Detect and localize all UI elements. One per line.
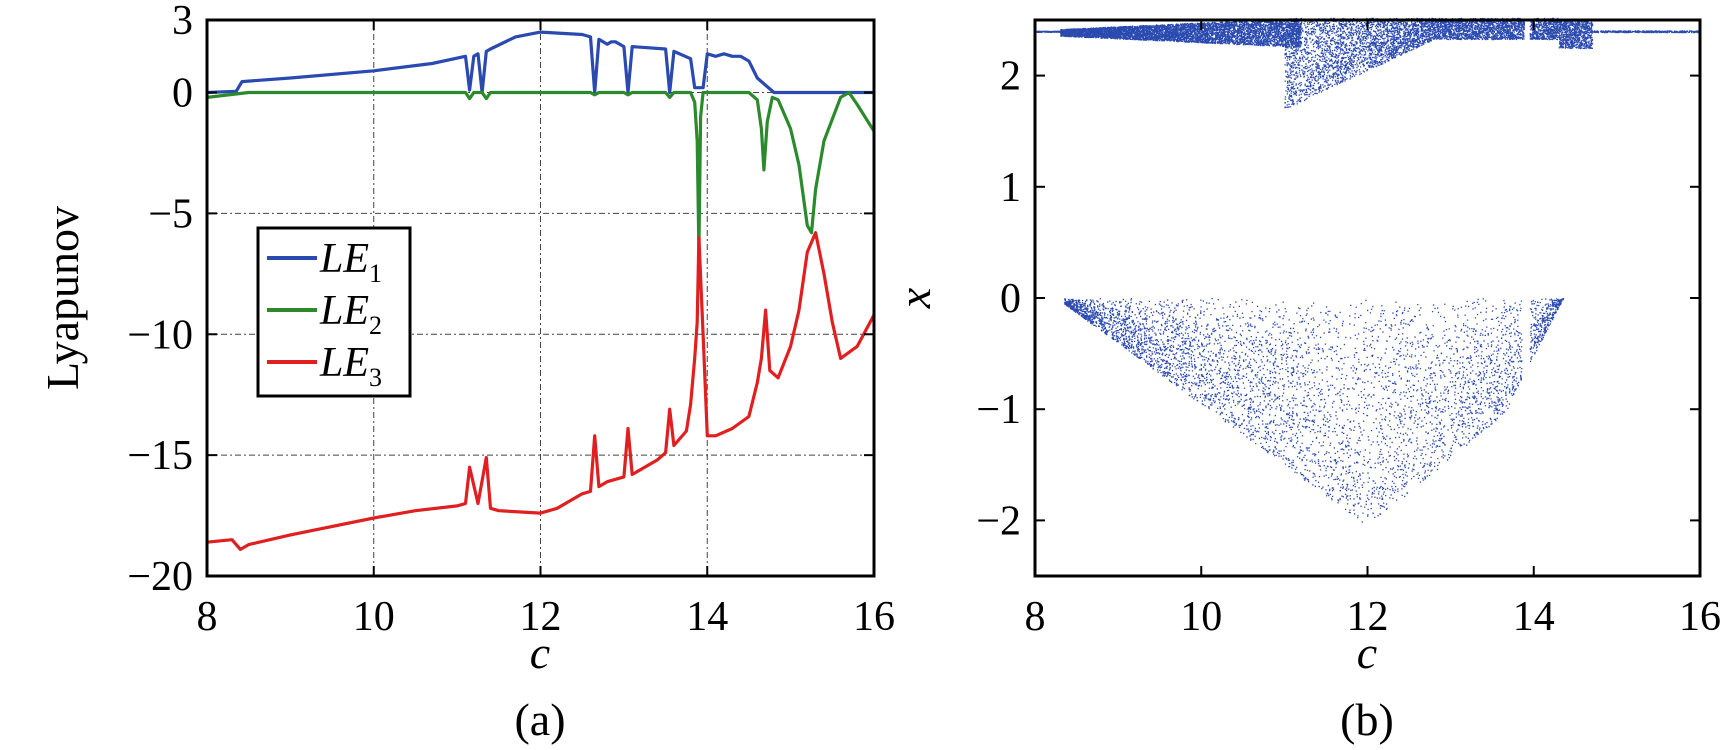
panel-b-xtick-label-3: 14 (1513, 594, 1555, 640)
legend-le2-main: LE (319, 288, 369, 334)
panel-a-ytick-label-4: −15 (127, 433, 193, 479)
panel-a-xtick-label-3: 14 (686, 594, 728, 640)
panel-a-caption: (a) (514, 694, 565, 745)
panel-a-ylabel: Lyapunov (37, 206, 88, 390)
panel-a-ytick-label-0: 3 (172, 0, 193, 44)
series-line-le2 (206, 90, 876, 252)
legend-le3-sub: 3 (369, 363, 382, 392)
panel-b-xtick-label-0: 8 (1025, 594, 1046, 640)
legend-le3-main: LE (319, 340, 369, 386)
panel-b-xtick-label-4: 16 (1679, 594, 1721, 640)
panel-b-xtick-label-2: 12 (1347, 594, 1389, 640)
legend-entry-le2: LE2 (267, 288, 382, 340)
legend-le2-sub: 2 (369, 311, 382, 340)
panel-b-ytick-label-4: −2 (976, 498, 1021, 544)
panel-b-xtick-label-1: 10 (1180, 594, 1222, 640)
panel-a-xtick-label-4: 16 (853, 594, 895, 640)
panel-a-ytick-label-5: −20 (127, 554, 193, 600)
panel-a-xtick-label-0: 8 (197, 594, 218, 640)
panel-b-caption: (b) (1340, 694, 1394, 745)
panel-a-legend: LE1 LE2 LE3 (256, 226, 412, 398)
legend-label-le3: LE3 (319, 340, 382, 392)
panel-b-ytick-label-0: 2 (1000, 54, 1021, 100)
legend-le1-sub: 1 (369, 259, 382, 288)
panel-a-ytick-label-1: 0 (172, 71, 193, 117)
legend-label-le1: LE1 (319, 236, 382, 288)
panel-b-ytick-label-3: −1 (976, 387, 1021, 433)
panel-a-ytick-label-3: −10 (127, 312, 193, 358)
panel-b-ylabel: x (889, 287, 940, 309)
panel-a-ytick-label-2: −5 (148, 191, 193, 237)
series-line-le3 (206, 231, 876, 551)
panel-a-series-lines (206, 30, 876, 551)
panel-b-ytick-label-2: 0 (1000, 276, 1021, 322)
panel-b-scatter-points (1035, 17, 1702, 523)
panel-b-xlabel: c (1357, 627, 1377, 678)
panel-a-xlabel: c (530, 627, 550, 678)
legend-label-le2: LE2 (319, 288, 382, 340)
series-line-le1 (206, 30, 874, 95)
bifurcation-points (1035, 17, 1702, 523)
panel-b-ytick-label-1: 1 (1000, 165, 1021, 211)
legend-entry-le3: LE3 (267, 340, 382, 392)
legend-le1-main: LE (319, 236, 369, 282)
legend-entry-le1: LE1 (267, 236, 382, 288)
panel-a-xtick-label-1: 10 (353, 594, 395, 640)
panel-a-xtick-label-2: 12 (520, 594, 562, 640)
panel-b-plot-frame (1033, 18, 1702, 578)
